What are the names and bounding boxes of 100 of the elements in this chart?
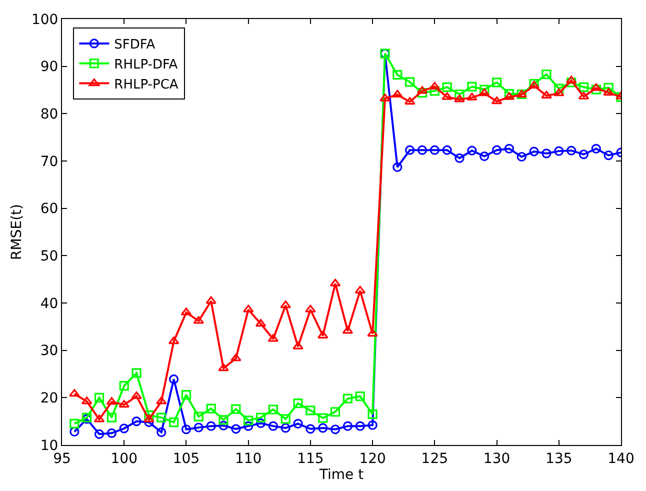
point <box>280 414 290 424</box>
point <box>306 406 316 416</box>
point <box>355 421 365 431</box>
point <box>492 78 502 88</box>
point <box>132 416 142 426</box>
point <box>529 146 539 156</box>
point <box>454 94 465 102</box>
point <box>144 414 154 422</box>
point <box>541 90 552 98</box>
point <box>206 296 216 304</box>
point <box>70 418 80 428</box>
y-tick-label: 30 <box>40 343 58 360</box>
y-tick-label: 100 <box>31 12 58 28</box>
x-tick-label: 125 <box>421 450 448 467</box>
point <box>118 400 130 408</box>
legend-label: RHLP-PCA <box>114 77 178 92</box>
point <box>318 413 328 423</box>
point <box>231 424 241 434</box>
point <box>131 391 142 400</box>
point <box>417 88 428 98</box>
point <box>417 145 428 155</box>
y-tick-label: 20 <box>40 390 58 407</box>
point <box>293 398 303 408</box>
point <box>430 86 440 96</box>
point <box>318 423 328 433</box>
point <box>206 421 216 431</box>
point <box>368 409 378 420</box>
y-tick-label: 60 <box>40 201 58 218</box>
x-tick-label: 115 <box>297 450 324 467</box>
point <box>392 162 402 172</box>
point <box>132 368 142 378</box>
point <box>181 424 192 434</box>
point <box>106 412 116 422</box>
point <box>442 145 452 155</box>
point <box>119 424 129 434</box>
x-tick-label: 135 <box>546 450 572 467</box>
point <box>69 389 80 397</box>
point <box>280 423 290 433</box>
point <box>206 404 216 414</box>
point <box>256 412 266 422</box>
y-tick-label: 80 <box>40 106 58 123</box>
point <box>466 92 478 100</box>
legend-label: RHLP-DFA <box>114 57 178 72</box>
point <box>467 146 477 156</box>
point <box>330 424 340 434</box>
point <box>305 304 316 312</box>
x-tick-label: 120 <box>359 450 386 467</box>
point <box>504 144 514 154</box>
point <box>194 422 204 432</box>
point <box>604 82 614 92</box>
point <box>480 151 490 162</box>
point <box>244 421 254 431</box>
point <box>156 412 166 422</box>
point <box>392 70 402 80</box>
x-tick-label: 110 <box>234 450 262 467</box>
point <box>578 150 589 160</box>
point <box>169 374 179 384</box>
y-tick-label: 90 <box>40 59 58 76</box>
point <box>218 364 229 372</box>
point <box>454 89 464 100</box>
point <box>293 418 303 428</box>
point <box>268 421 278 431</box>
point <box>591 84 601 94</box>
point <box>554 146 564 156</box>
point <box>504 88 514 99</box>
point <box>542 148 552 158</box>
point <box>492 145 502 155</box>
point <box>355 391 365 402</box>
point <box>591 144 601 154</box>
point <box>342 421 353 431</box>
point <box>367 328 378 337</box>
point <box>405 145 415 155</box>
point <box>231 404 241 414</box>
point <box>516 152 526 162</box>
point <box>244 416 254 426</box>
point <box>392 90 403 98</box>
x-tick-label: 100 <box>110 450 138 467</box>
point <box>306 424 316 434</box>
point <box>566 146 576 156</box>
point <box>554 84 564 94</box>
point <box>480 84 490 94</box>
point <box>169 417 179 428</box>
x-axis-title: Time t <box>318 466 364 483</box>
point <box>442 82 452 92</box>
point <box>194 412 204 422</box>
point <box>181 390 192 400</box>
point <box>144 410 154 420</box>
point <box>405 77 415 87</box>
y-axis-title: RMSE(t) <box>9 204 26 260</box>
x-tick-label: 130 <box>483 450 510 467</box>
point <box>256 418 266 428</box>
x-tick-label: 140 <box>608 450 634 467</box>
point <box>94 429 104 439</box>
point <box>342 394 353 404</box>
point <box>218 415 228 425</box>
x-tick-label: 105 <box>172 450 200 467</box>
point <box>430 145 440 155</box>
y-tick-label: 70 <box>40 154 58 170</box>
point <box>578 82 589 92</box>
point <box>542 70 552 80</box>
